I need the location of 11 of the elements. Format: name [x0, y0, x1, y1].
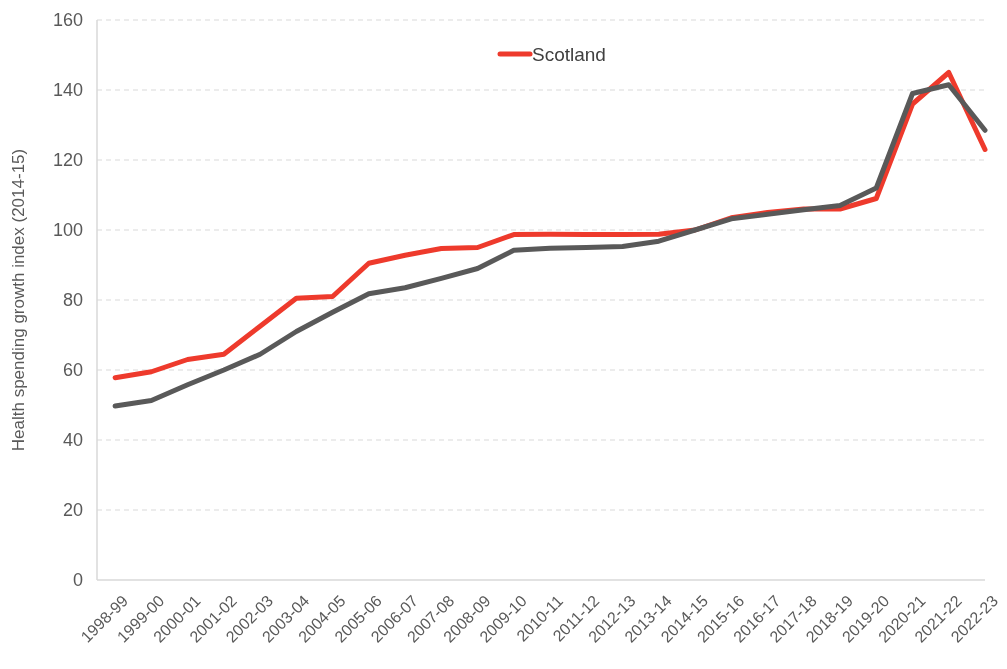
y-tick-label: 80 [62, 290, 83, 311]
legend-label: Scotland [532, 43, 606, 65]
y-tick-label: 20 [62, 500, 83, 521]
y-tick-label: 60 [62, 360, 83, 381]
y-tick-label: 100 [52, 220, 83, 241]
y-tick-label: 160 [52, 10, 83, 31]
y-tick-label: 140 [52, 80, 83, 101]
y-tick-label: 40 [62, 430, 83, 451]
y-tick-label: 0 [72, 570, 83, 591]
y-axis-title: Health spending growth index (2014-15) [9, 148, 28, 452]
y-tick-label: 120 [52, 150, 83, 171]
